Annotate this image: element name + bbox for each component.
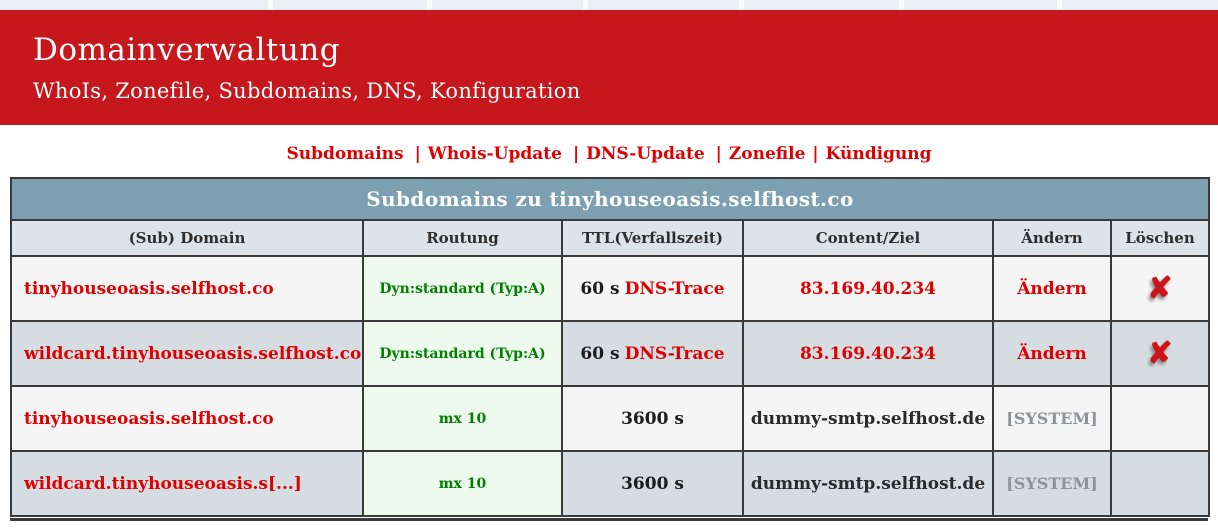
change-cell: [SYSTEM] [992,385,1112,452]
content-link[interactable]: 83.169.40.234 [799,278,937,299]
change-link[interactable]: Ändern [1017,278,1087,299]
nav-link-subdomains[interactable]: Subdomains [286,144,404,164]
routing-cell: mx 10 [362,385,563,452]
delete-cell [1110,385,1210,452]
table-row: wildcard.tinyhouseoasis.selfhost.co Dyn:… [10,320,1210,387]
tab-strip [0,0,1218,10]
content-link[interactable]: 83.169.40.234 [799,343,937,364]
nav-link-zonefile[interactable]: Zonefile [728,144,806,164]
page-header: Domainverwaltung WhoIs, Zonefile, Subdom… [0,10,1218,125]
table-row: tinyhouseoasis.selfhost.co mx 10 3600 s … [10,385,1210,452]
nav-link-dns-update[interactable]: DNS-Update [586,144,705,164]
nav-separator: | [572,144,580,164]
domain-cell: tinyhouseoasis.selfhost.co [10,255,364,322]
change-cell: Ändern [992,255,1112,322]
ttl-value: 60 s [580,343,620,364]
delete-icon[interactable]: ✘ [1147,335,1173,371]
ttl-cell: 3600 s [561,385,744,452]
nav-link-kuendigung[interactable]: Kündigung [825,144,932,164]
column-header-domain: (Sub) Domain [10,219,364,257]
tab-strip-segment [0,0,268,10]
nav-separator: | [715,144,722,164]
domain-cell: wildcard.tinyhouseoasis.s[...] [10,450,364,517]
domain-link[interactable]: tinyhouseoasis.selfhost.co [24,278,274,299]
tab-strip-segment [904,0,1057,10]
ttl-cell: 3600 s [561,450,744,517]
table-title: Subdomains zu tinyhouseoasis.selfhost.co [10,177,1210,221]
dns-trace-link[interactable]: DNS-Trace [624,343,725,364]
nav-link-whois-update[interactable]: Whois-Update [427,144,562,164]
page-subtitle: WhoIs, Zonefile, Subdomains, DNS, Konfig… [33,79,581,103]
ttl-cell: 60 s DNS-Trace [561,255,744,322]
column-header-delete: Löschen [1110,219,1210,257]
system-tag: [SYSTEM] [1006,408,1098,428]
domain-link[interactable]: wildcard.tinyhouseoasis.selfhost.co [24,343,362,364]
delete-icon[interactable]: ✘ [1147,270,1173,306]
domain-link[interactable]: wildcard.tinyhouseoasis.s[...] [24,473,302,494]
tab-strip-segment [273,0,427,10]
tab-strip-segment [744,0,899,10]
content-cell: 83.169.40.234 [742,255,994,322]
delete-cell: ✘ [1110,255,1210,322]
nav-links: Subdomains | Whois-Update | DNS-Update | Zonef… [0,144,1218,164]
content-cell: dummy-smtp.selfhost.de [742,385,994,452]
tab-strip-gap [1057,0,1062,10]
routing-cell: mx 10 [362,450,563,517]
tab-strip-segment [1062,0,1218,10]
column-header-ttl: TTL(Verfallszeit) [561,219,744,257]
ttl-value: 3600 s [621,408,684,429]
column-header-routing: Routung [362,219,563,257]
domain-cell: wildcard.tinyhouseoasis.selfhost.co [10,320,364,387]
delete-cell: ✘ [1110,320,1210,387]
table-row: wildcard.tinyhouseoasis.s[...] mx 10 360… [10,450,1210,517]
domain-cell: tinyhouseoasis.selfhost.co [10,385,364,452]
dns-trace-link[interactable]: DNS-Trace [624,278,725,299]
tab-strip-segment [588,0,739,10]
ttl-value: 60 s [580,278,620,299]
tab-strip-gap [583,0,588,10]
delete-cell [1110,450,1210,517]
change-cell: [SYSTEM] [992,450,1112,517]
next-table-top-border [10,518,1208,521]
page-title: Domainverwaltung [33,32,341,68]
tab-strip-gap [427,0,432,10]
change-link[interactable]: Ändern [1017,343,1087,364]
nav-separator: | [812,144,819,164]
tab-strip-segment [432,0,583,10]
system-tag: [SYSTEM] [1006,473,1098,493]
routing-cell: Dyn:standard (Typ:A) [362,255,563,322]
content-cell: dummy-smtp.selfhost.de [742,450,994,517]
column-header-change: Ändern [992,219,1112,257]
change-cell: Ändern [992,320,1112,387]
column-header-content: Content/Ziel [742,219,994,257]
ttl-value: 3600 s [621,473,684,494]
tab-strip-gap [899,0,904,10]
content-cell: 83.169.40.234 [742,320,994,387]
routing-cell: Dyn:standard (Typ:A) [362,320,563,387]
tab-strip-gap [739,0,744,10]
nav-separator: | [414,144,421,164]
table-row: tinyhouseoasis.selfhost.co Dyn:standard … [10,255,1210,322]
tab-strip-gap [268,0,273,10]
domain-link[interactable]: tinyhouseoasis.selfhost.co [24,408,274,429]
subdomains-table: Subdomains zu tinyhouseoasis.selfhost.co… [10,177,1210,517]
ttl-cell: 60 s DNS-Trace [561,320,744,387]
